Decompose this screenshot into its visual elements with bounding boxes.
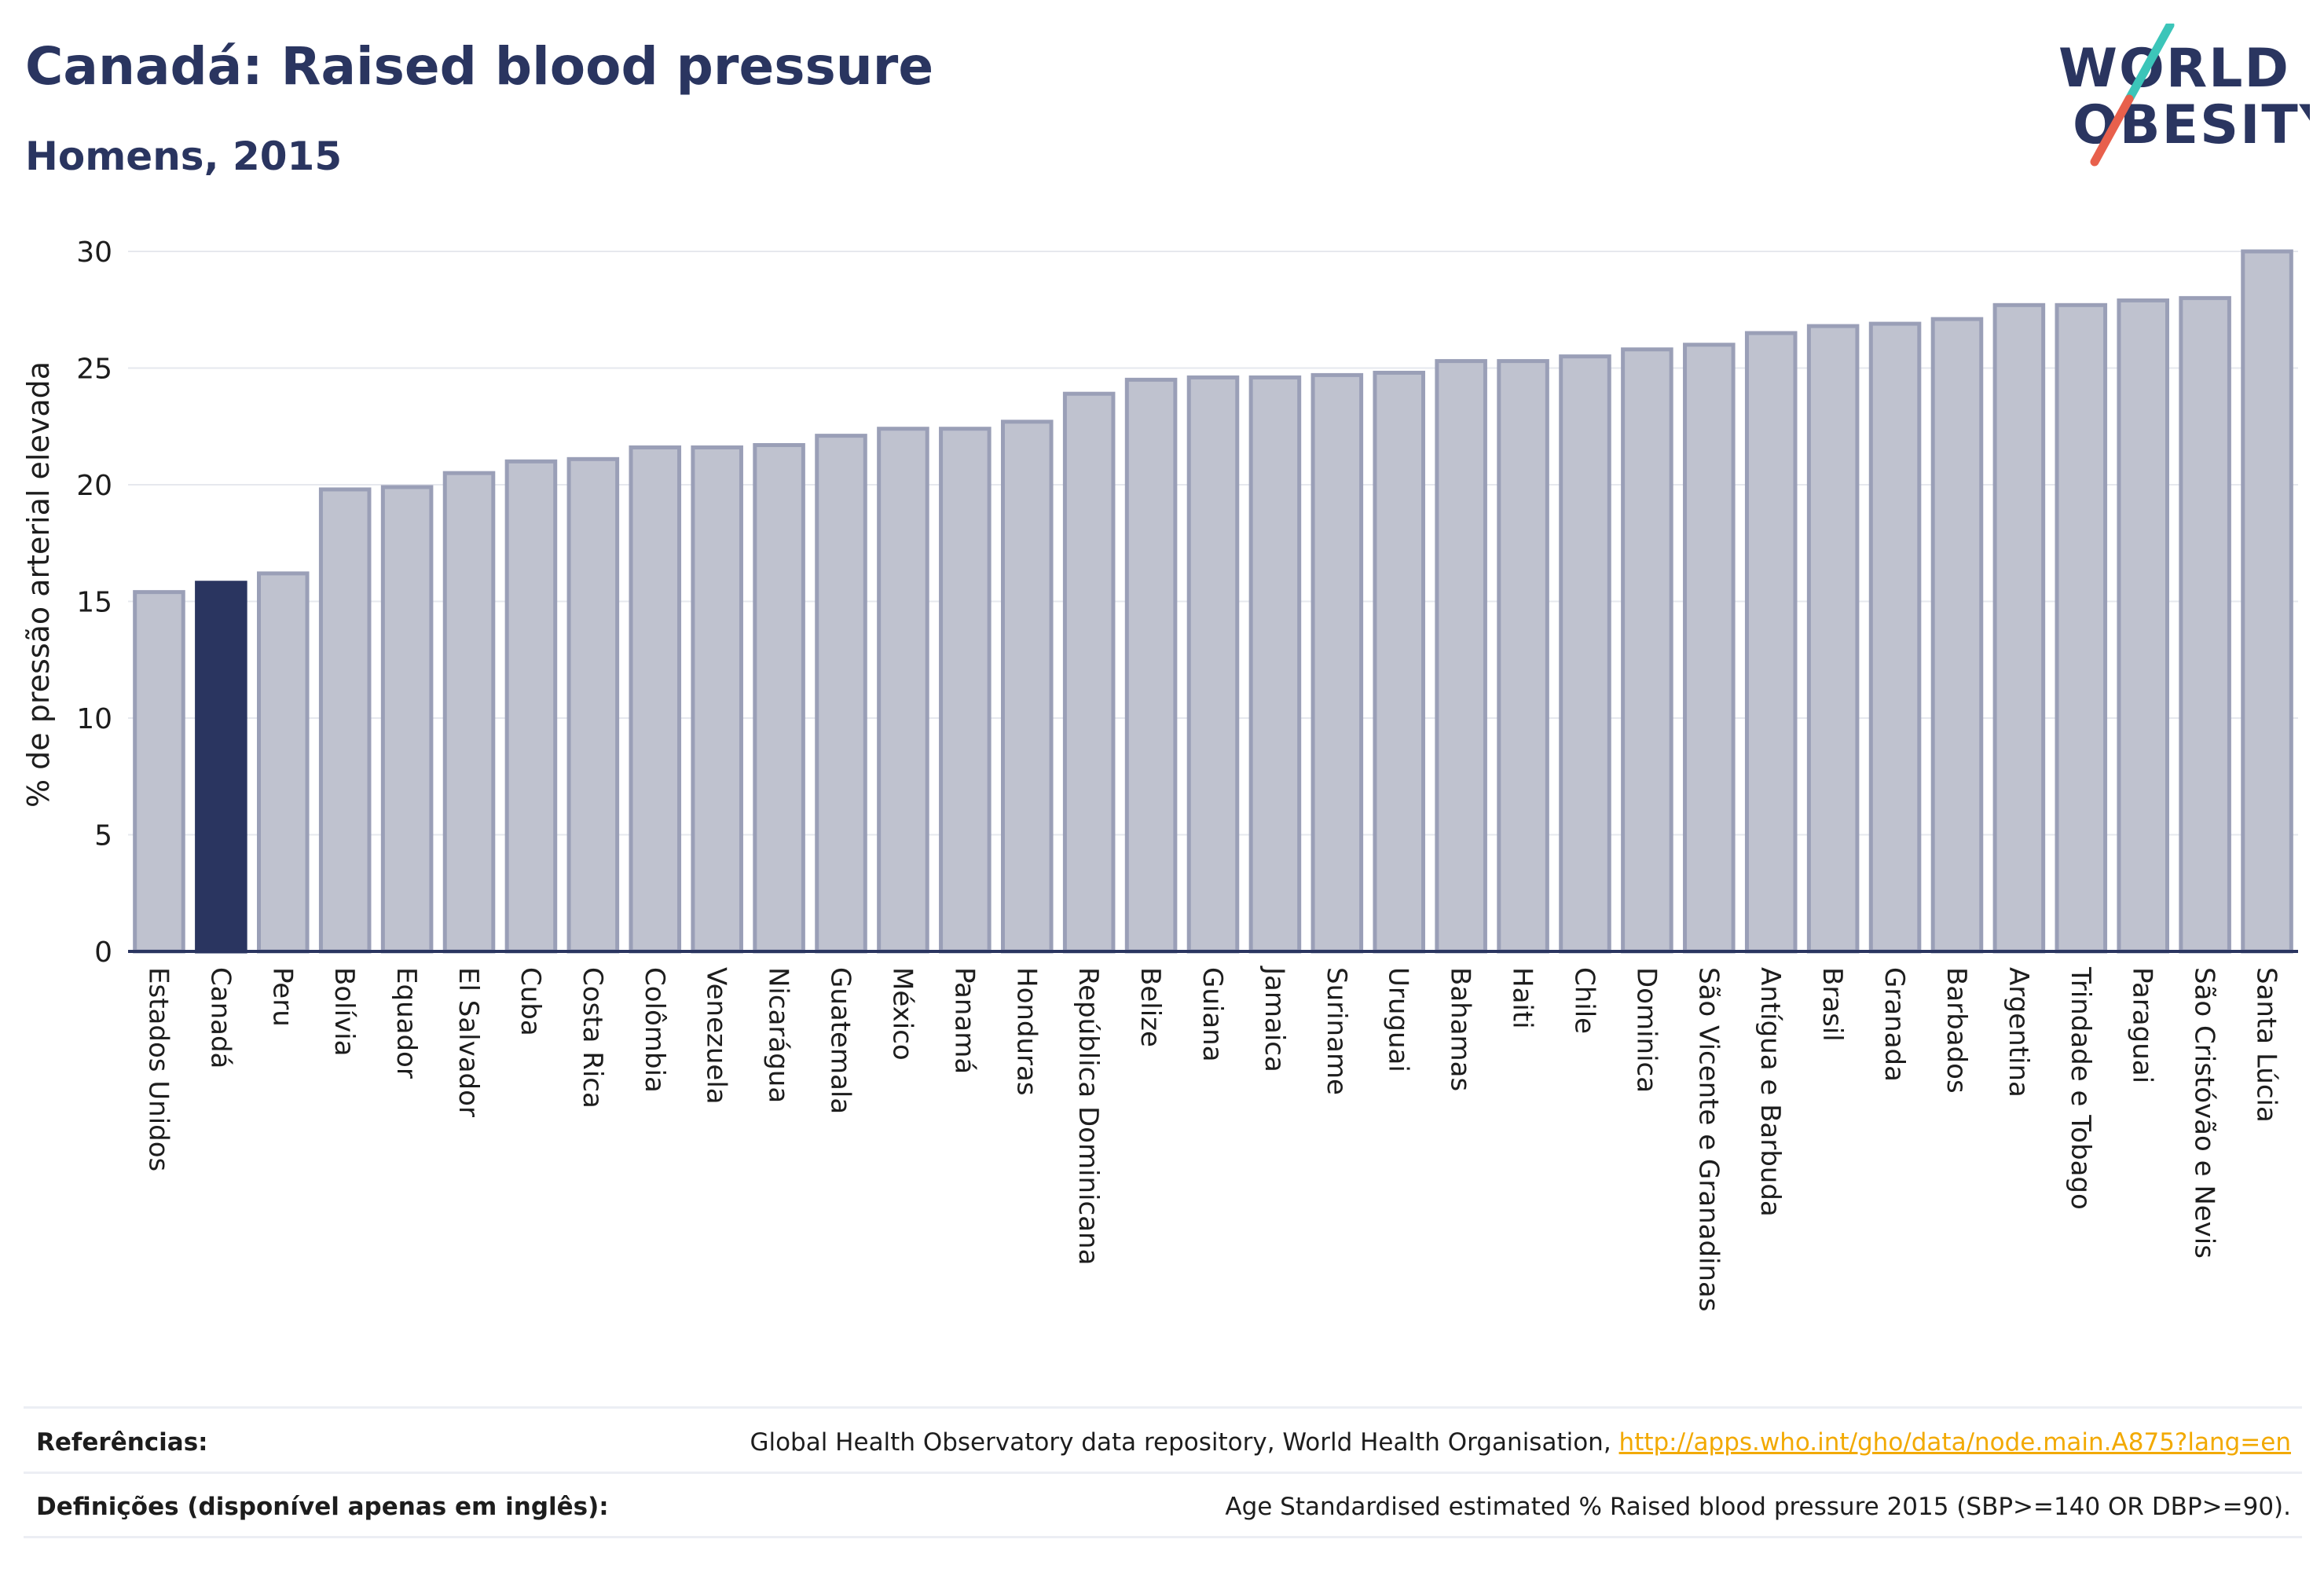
bar — [1000, 420, 1054, 954]
x-tick-label: Barbados — [1941, 967, 1972, 1094]
x-tick-label: Guiana — [1197, 967, 1228, 1062]
references-label: Referências: — [36, 1428, 208, 1457]
y-axis-label: % de pressão arterial elevada — [21, 361, 56, 808]
y-tick-label: 20 — [76, 470, 112, 502]
x-tick-label: El Salvador — [453, 967, 484, 1117]
x-tick-label: Nicarágua — [763, 967, 794, 1103]
bar — [1186, 375, 1240, 954]
x-tick-label: Belize — [1135, 967, 1166, 1047]
x-tick-label: Honduras — [1010, 967, 1042, 1096]
bar — [318, 487, 372, 954]
x-tick-label: Guatemala — [825, 967, 856, 1114]
definitions-label: Definições (disponível apenas em inglês)… — [36, 1493, 609, 1521]
x-tick-label: Colômbia — [639, 967, 670, 1093]
bar — [2055, 302, 2108, 954]
bar — [1621, 347, 1673, 954]
x-tick-label: Antígua e Barbuda — [1754, 967, 1786, 1217]
x-tick-label: Canadá — [204, 967, 236, 1068]
x-tick-label: São Vicente e Granadinas — [1692, 967, 1724, 1312]
x-tick-label: Chile — [1568, 967, 1600, 1034]
bar — [1373, 370, 1426, 954]
bar — [1248, 375, 1302, 954]
bar — [1930, 317, 1984, 954]
bar — [629, 445, 682, 954]
bar — [691, 445, 743, 954]
y-tick-label: 0 — [94, 936, 112, 969]
x-tick-label: São Cristóvão e Nevis — [2189, 967, 2220, 1259]
x-tick-label: México — [886, 967, 918, 1061]
logo-word-world: WORLD — [2058, 38, 2290, 100]
bar — [1124, 377, 1178, 954]
definitions-text: Age Standardised estimated % Raised bloo… — [1225, 1493, 2291, 1521]
bar-chart: 0 5 10 15 20 25 30 Estados Unidos Canadá Peru Bolí… — [21, 236, 2298, 1312]
page-subtitle: Homens, 2015 — [25, 134, 343, 179]
bar — [753, 443, 805, 954]
x-tick-label: Peru — [266, 967, 298, 1027]
bar — [257, 571, 310, 954]
x-tick-label: Cuba — [515, 967, 546, 1036]
bar — [1992, 302, 2046, 954]
bar — [442, 471, 496, 954]
x-tick-label: República Dominicana — [1072, 967, 1104, 1265]
y-tick-label: 5 — [94, 820, 112, 852]
x-tick-label: Equador — [390, 967, 422, 1079]
bar — [133, 590, 185, 954]
x-tick-label: Suriname — [1321, 967, 1352, 1095]
x-tick-label: Santa Lúcia — [2251, 967, 2282, 1123]
logo-slash-teal — [2124, 24, 2175, 104]
bar — [2179, 295, 2231, 954]
references-link[interactable]: http://apps.who.int/gho/data/node.main.A… — [1618, 1428, 2291, 1457]
y-tick-label: 15 — [76, 587, 112, 619]
logo-slash-coral — [2090, 94, 2134, 167]
bar — [1683, 343, 1736, 954]
x-tick-label: Dominica — [1630, 967, 1662, 1093]
x-tick-label: Uruguai — [1383, 967, 1414, 1072]
bar — [2241, 249, 2293, 954]
x-tick-label: Estados Unidos — [142, 967, 174, 1171]
bar — [1435, 359, 1487, 954]
footer-divider — [24, 1472, 2302, 1474]
bar — [877, 427, 929, 954]
bar — [380, 485, 434, 954]
x-tick-label: Brasil — [1816, 967, 1848, 1042]
y-tick-label: 10 — [76, 703, 112, 735]
bar — [1062, 391, 1116, 954]
x-tick-label: Jamaica — [1259, 966, 1290, 1072]
footer-divider — [24, 1536, 2302, 1538]
x-tick-label: Costa Rica — [577, 967, 608, 1109]
bar — [1806, 324, 1860, 954]
world-obesity-logo: WORLD OBESITY — [2058, 24, 2310, 167]
references-source: Global Health Observatory data repositor… — [750, 1428, 1619, 1457]
x-tick-label: Haiti — [1507, 967, 1538, 1029]
references-text: Global Health Observatory data repositor… — [750, 1428, 2291, 1457]
bar-highlight — [195, 581, 247, 954]
y-tick-label: 30 — [76, 236, 112, 269]
bar — [1559, 354, 1611, 954]
x-tick-label: Bolívia — [328, 967, 360, 1056]
axes: 0 5 10 15 20 25 30 Estados Unidos Canadá Peru Bolí… — [76, 236, 2298, 1312]
x-tick-label: Bahamas — [1445, 967, 1476, 1091]
page-title: Canadá: Raised blood pressure — [25, 36, 934, 97]
footer-divider — [24, 1406, 2302, 1409]
bar — [1497, 359, 1549, 954]
bars — [133, 249, 2293, 954]
x-tick-label: Trindade e Tobago — [2065, 966, 2096, 1210]
x-tick-label: Granada — [1879, 967, 1910, 1082]
x-tick-label: Venezuela — [701, 967, 732, 1105]
bar — [1868, 321, 1922, 954]
bar — [2117, 298, 2169, 954]
bar — [566, 456, 620, 954]
x-tick-label: Paraguai — [2127, 967, 2158, 1083]
bar — [504, 459, 558, 954]
y-tick-label: 25 — [76, 354, 112, 386]
bar — [939, 427, 992, 954]
bar — [1744, 331, 1798, 954]
x-tick-label: Panamá — [948, 967, 980, 1074]
bar — [1310, 372, 1364, 954]
x-tick-label: Argentina — [2003, 967, 2034, 1098]
bar — [815, 434, 867, 954]
